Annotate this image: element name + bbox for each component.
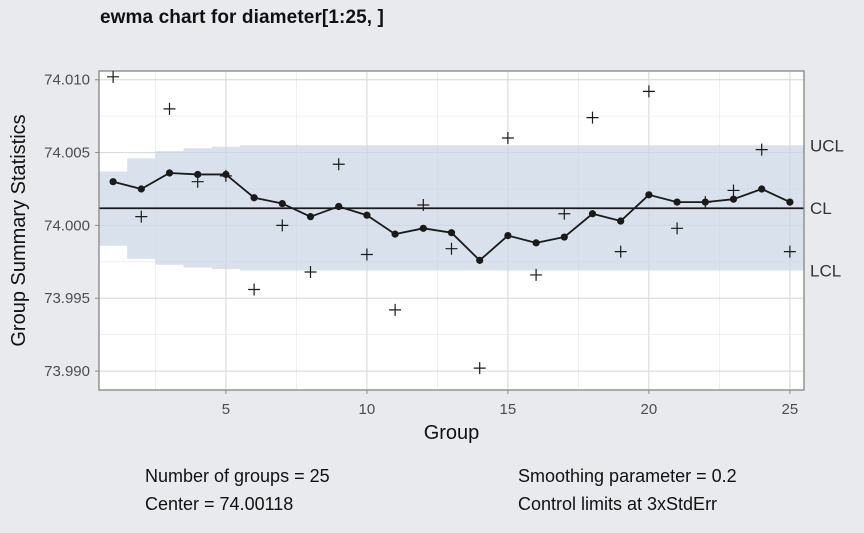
ewma-point (504, 231, 512, 240)
ewma-point (758, 185, 766, 193)
group-statistic-point (614, 245, 627, 258)
x-tick-label: 25 (782, 401, 799, 418)
group-statistic-point (530, 268, 543, 281)
y-tick-label: 74.010 (44, 72, 90, 89)
x-tick-label: 15 (500, 401, 517, 418)
ewma-point (419, 224, 427, 232)
ewma-point (447, 229, 456, 237)
group-statistic-point (727, 184, 740, 197)
y-axis-title: Group Summary Statistics (8, 114, 30, 346)
group-statistic-point (586, 111, 599, 124)
chart-title: ewma chart for diameter[1:25, ] (100, 7, 384, 28)
y-tick-label: 73.990 (44, 363, 90, 380)
group-statistic-point (107, 70, 120, 83)
ewma-point (476, 256, 484, 264)
ewma-point (701, 198, 709, 206)
y-tick-label: 73.995 (44, 290, 90, 307)
ewma-point (729, 195, 738, 203)
x-tick-label: 10 (359, 401, 376, 418)
ewma-point (617, 217, 625, 225)
group-statistic-point (135, 210, 148, 223)
center-value: Center = 74.00118 (145, 494, 294, 514)
group-statistic-point (755, 143, 768, 156)
ewma-point (363, 211, 371, 219)
ewma-point (560, 233, 568, 241)
ewma-chart: 5 10 15 20 25 73.990 73.995 74.000 74.005 74.010 U… (8, 70, 844, 444)
ewma-point (335, 202, 343, 211)
control-limits: Control limits at 3xStdErr (518, 494, 718, 514)
group-statistic-point (558, 207, 571, 220)
ewma-point (391, 230, 399, 238)
group-statistic-point (360, 248, 373, 261)
x-tick-label: 20 (641, 401, 658, 418)
lcl-label: LCL (810, 262, 841, 281)
ewma-point (137, 185, 145, 193)
group-statistic-point (304, 266, 317, 279)
group-statistic-point (473, 362, 486, 375)
group-statistic-point (417, 199, 430, 212)
ewma-point (194, 170, 202, 179)
x-tick-label: 5 (222, 401, 230, 418)
ewma-point (250, 194, 258, 202)
group-statistic-point (783, 245, 796, 258)
ucl-label: UCL (810, 136, 844, 155)
ewma-point (645, 191, 653, 199)
group-statistic-point (642, 85, 655, 98)
ewma-point (532, 239, 540, 247)
group-statistic-point (248, 283, 261, 296)
group-statistic-point (501, 132, 514, 145)
group-statistic-point (332, 158, 345, 171)
ewma-point (588, 210, 597, 218)
x-axis-title: Group (424, 422, 480, 444)
y-tick-label: 74.000 (44, 217, 90, 234)
ewma-point (165, 169, 174, 177)
ewma-point (786, 198, 794, 206)
stats-right: Smoothing parameter = 0.2 Control limits… (518, 462, 737, 518)
ewma-point (306, 213, 315, 221)
smoothing-parameter: Smoothing parameter = 0.2 (518, 466, 737, 486)
group-statistic-point (389, 303, 402, 316)
y-tick-label: 74.005 (44, 145, 90, 162)
number-of-groups: Number of groups = 25 (145, 466, 330, 486)
stats-left: Number of groups = 25 Center = 74.00118 (145, 462, 330, 518)
ewma-point (278, 199, 286, 208)
group-statistic-point (163, 102, 176, 115)
ewma-point (673, 198, 681, 206)
cl-label: CL (810, 199, 832, 218)
plot-border (98, 70, 805, 391)
group-statistic-point (671, 222, 684, 235)
ewma-point (222, 170, 230, 179)
group-statistic-point (276, 219, 289, 232)
ewma-point (109, 178, 117, 186)
group-statistic-point (445, 242, 458, 255)
